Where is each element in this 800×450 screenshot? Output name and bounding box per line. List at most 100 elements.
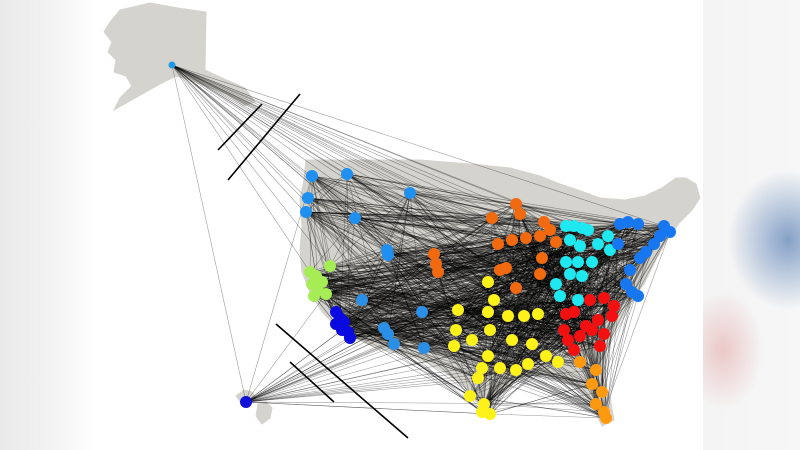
connection-edge xyxy=(523,269,631,317)
connection-edge xyxy=(361,253,435,301)
connection-edge xyxy=(309,271,495,301)
connection-edge xyxy=(563,283,627,331)
connection-edge xyxy=(433,253,489,283)
connection-edge xyxy=(483,281,489,405)
connection-edge xyxy=(433,253,525,317)
city-node xyxy=(484,408,496,420)
connection-edge xyxy=(346,173,501,271)
city-node xyxy=(558,324,570,336)
connection-edge xyxy=(409,192,605,299)
connection-edge xyxy=(335,243,619,325)
connection-edge xyxy=(457,309,485,405)
connection-edge xyxy=(453,345,501,369)
connection-edge xyxy=(305,211,493,219)
city-node xyxy=(502,310,514,322)
connection-edge xyxy=(457,309,489,357)
city-node xyxy=(590,364,602,376)
connection-edge xyxy=(487,281,561,297)
connection-edge xyxy=(393,343,529,365)
connection-edge xyxy=(409,192,495,301)
connection-edge xyxy=(309,271,501,369)
connection-edge xyxy=(567,269,631,341)
connection-edge xyxy=(317,289,455,347)
connection-edge xyxy=(386,249,541,275)
connection-edge xyxy=(481,235,541,369)
connection-edge xyxy=(343,311,489,323)
connection-edge xyxy=(565,313,575,351)
city-node xyxy=(648,238,660,250)
connection-edge xyxy=(487,313,567,357)
connection-edge xyxy=(579,235,609,337)
connection-edge xyxy=(339,203,517,319)
connection-edge xyxy=(383,327,489,357)
connection-edge xyxy=(421,273,571,313)
connection-edge xyxy=(325,217,493,295)
connection-edge xyxy=(511,239,597,371)
connection-edge xyxy=(483,291,633,405)
connection-edge xyxy=(555,241,597,405)
connection-edge xyxy=(335,273,541,325)
connection-edge xyxy=(305,211,317,277)
connection-edge xyxy=(481,269,501,413)
connection-edge xyxy=(311,271,439,285)
connection-edge xyxy=(305,211,439,273)
connection-edge xyxy=(493,299,599,321)
connection-edge xyxy=(545,261,567,357)
connection-edge xyxy=(555,227,583,285)
connection-edge xyxy=(386,249,605,299)
connection-edge xyxy=(487,261,567,283)
city-node xyxy=(576,270,588,282)
connection-edge xyxy=(567,235,609,341)
connection-edge xyxy=(325,229,589,295)
connection-edge xyxy=(311,175,345,323)
connection-edge xyxy=(469,395,607,419)
connection-edge xyxy=(499,339,569,369)
connection-edge xyxy=(317,289,509,317)
connection-edge xyxy=(511,239,517,289)
connection-edge xyxy=(315,243,619,277)
city-node xyxy=(428,248,440,260)
connection-edge xyxy=(471,329,593,341)
city-node xyxy=(568,344,580,356)
connection-edge xyxy=(325,213,521,295)
connection-edge xyxy=(409,192,547,357)
connection-edge xyxy=(483,223,621,405)
connection-edge xyxy=(343,321,473,341)
connection-edge xyxy=(311,175,343,331)
connection-edge xyxy=(507,251,647,317)
connection-edge xyxy=(347,253,435,333)
connection-edge xyxy=(335,311,489,357)
connection-edge xyxy=(313,295,483,369)
connection-edge xyxy=(627,221,633,293)
connection-edge xyxy=(409,192,583,277)
connection-edge xyxy=(487,213,521,283)
connection-edge xyxy=(487,243,619,313)
city-node xyxy=(308,290,320,302)
city-node xyxy=(520,232,532,244)
connection-edge xyxy=(307,197,455,347)
city-node xyxy=(572,294,584,306)
connection-edge xyxy=(354,217,527,239)
connection-edge xyxy=(437,271,613,317)
connection-edge xyxy=(335,283,627,313)
connection-edge xyxy=(335,311,489,357)
connection-edge xyxy=(171,64,571,275)
connection-edge xyxy=(335,311,601,347)
city-node xyxy=(349,212,361,224)
city-node xyxy=(488,294,500,306)
connection-edge xyxy=(339,317,491,331)
connection-edge xyxy=(387,254,459,311)
connection-edge xyxy=(341,217,493,331)
connection-edge xyxy=(585,325,597,405)
connection-edge xyxy=(354,217,533,345)
hawaii-landmass-2 xyxy=(255,401,273,425)
connection-edge xyxy=(329,263,437,267)
city-node xyxy=(606,310,618,322)
city-node xyxy=(416,306,428,318)
connection-edge xyxy=(423,313,539,349)
connection-edge xyxy=(507,235,609,317)
connection-edge xyxy=(387,254,479,379)
connection-edge xyxy=(339,317,565,331)
connection-edge xyxy=(383,319,599,329)
